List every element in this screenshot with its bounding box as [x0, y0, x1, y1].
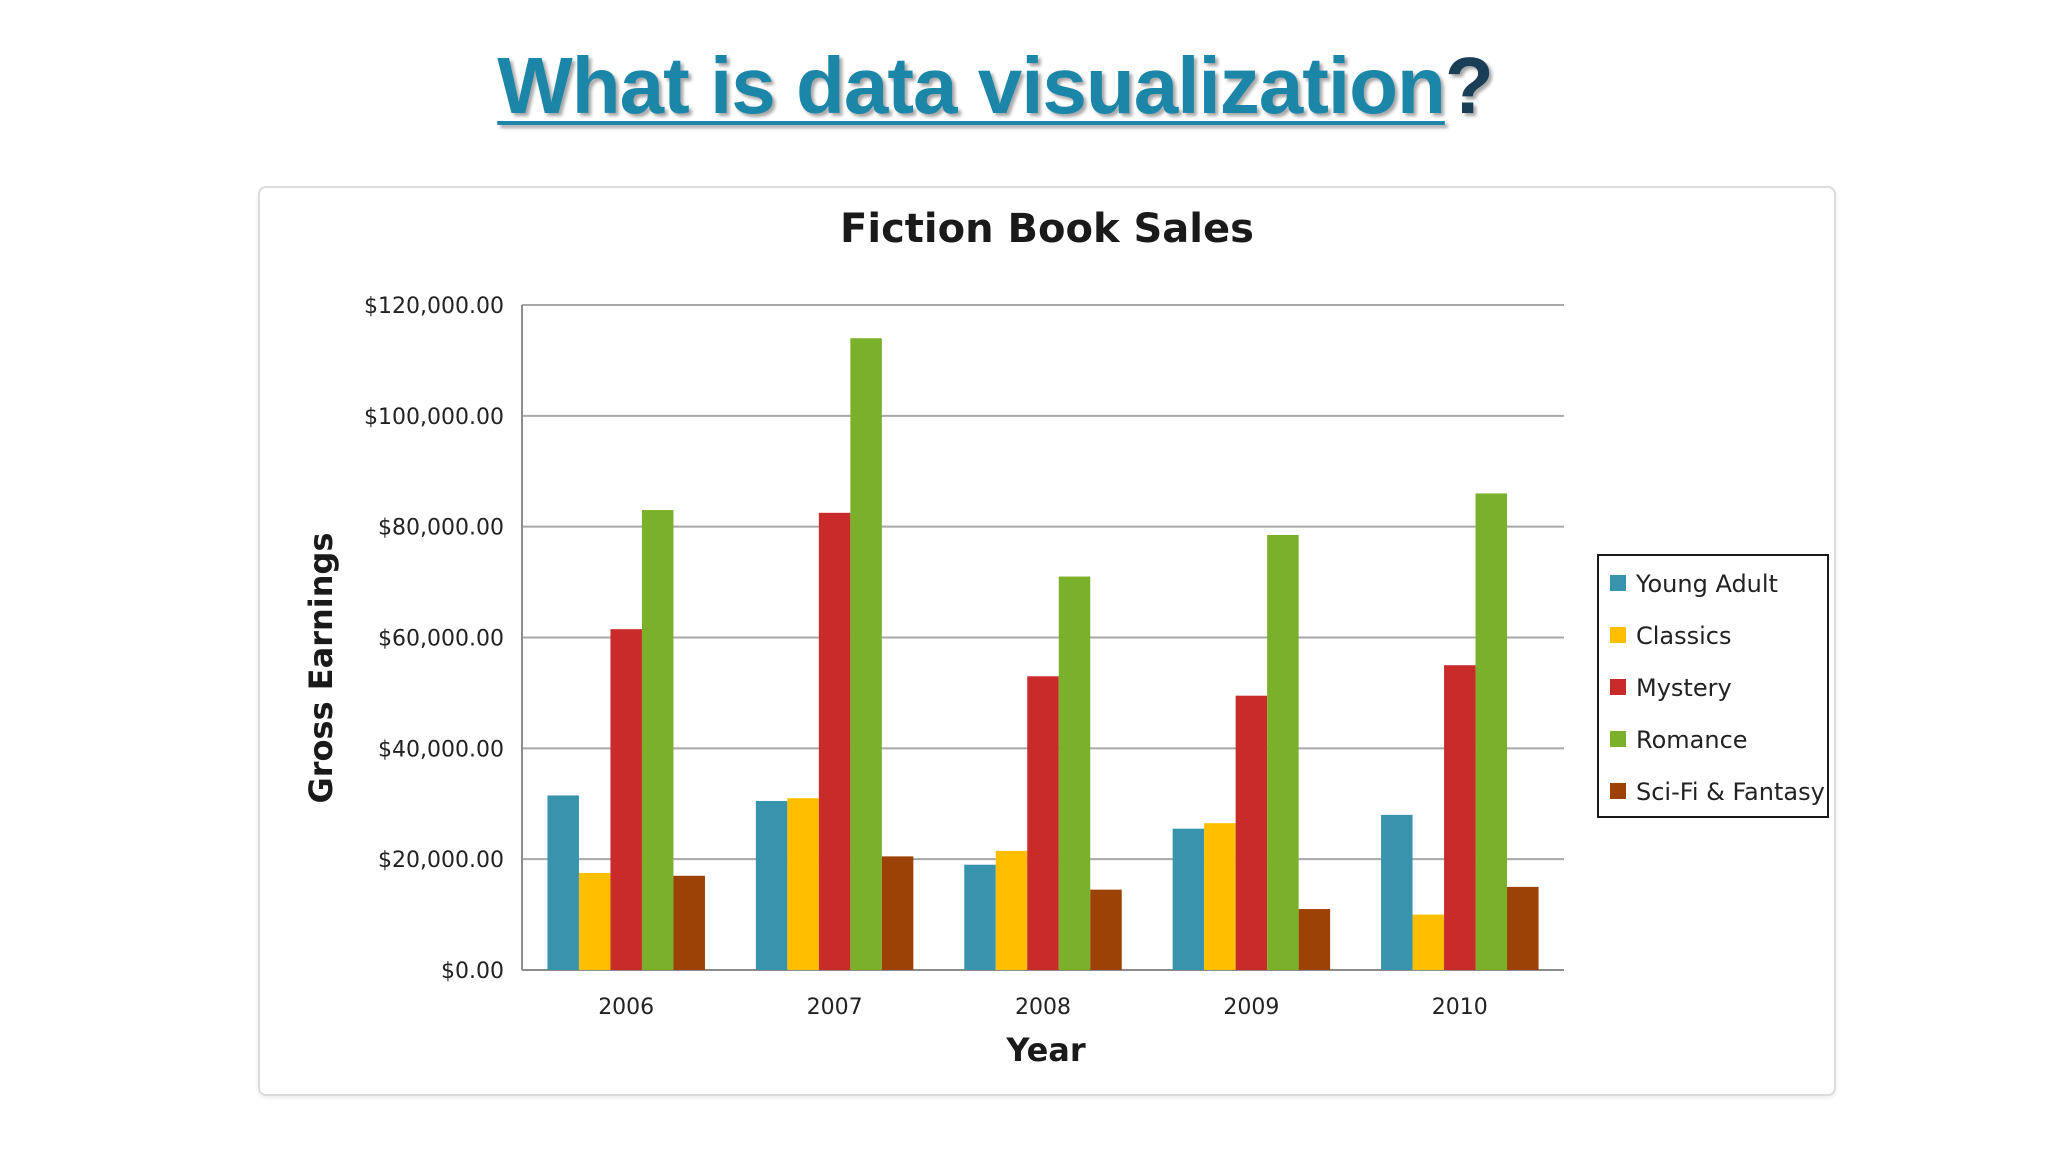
bar-mystery-2007 — [818, 512, 851, 970]
legend-swatch — [1610, 627, 1626, 643]
slide-title-link[interactable]: What is data visualization — [497, 41, 1446, 130]
bar-romance-2009 — [1267, 534, 1299, 970]
bar-sci-fi-fantasy-2007 — [881, 856, 914, 970]
bar-young-adult-2009 — [1172, 828, 1205, 970]
legend: Young Adult Classics Mystery Romance Sci-Fi … — [1597, 554, 1829, 818]
legend-label: Mystery — [1636, 674, 1732, 702]
x-tick-label: 2007 — [807, 995, 863, 1020]
y-axis-ticks: $0.00 $20,000.00 $40,000.00 $60,000.00 $80,0… — [364, 294, 504, 984]
bar-classics-2010 — [1412, 914, 1445, 970]
bar-classics-2009 — [1204, 823, 1236, 970]
chart-svg: Fiction Book Sales $0.00 $20,000.00 $40,00… — [302, 206, 1829, 1069]
legend-swatch — [1610, 679, 1626, 695]
legend-swatch — [1610, 783, 1626, 799]
y-tick-label: $120,000.00 — [364, 294, 504, 319]
x-tick-label: 2006 — [598, 995, 654, 1020]
y-tick-label: $80,000.00 — [378, 516, 504, 541]
x-tick-label: 2008 — [1015, 995, 1071, 1020]
bar-romance-2010 — [1475, 493, 1508, 970]
legend-box — [1597, 554, 1829, 818]
bar-romance-2006 — [641, 510, 674, 970]
x-axis-ticks: 2006 2007 2008 2009 2010 — [598, 995, 1488, 1020]
bar-sci-fi-fantasy-2006 — [673, 875, 705, 970]
x-axis-title: Year — [1005, 1031, 1086, 1069]
bar-young-adult-2008 — [964, 864, 996, 970]
y-tick-label: $20,000.00 — [378, 848, 504, 873]
slide-title-suffix: ? — [1444, 41, 1494, 130]
bar-young-adult-2007 — [755, 800, 788, 970]
chart-title: Fiction Book Sales — [840, 206, 1254, 252]
y-axis-title: Gross Earnings — [302, 533, 340, 804]
bar-romance-2007 — [850, 338, 882, 970]
bar-mystery-2006 — [610, 629, 642, 970]
bar-classics-2006 — [578, 873, 611, 970]
chart-card: Fiction Book Sales $0.00 $20,000.00 $40,00… — [258, 186, 1836, 1096]
bars — [547, 338, 1539, 970]
bar-romance-2008 — [1058, 576, 1091, 970]
bar-mystery-2009 — [1235, 695, 1268, 970]
bar-young-adult-2010 — [1381, 814, 1413, 970]
bar-mystery-2010 — [1444, 665, 1476, 970]
legend-swatch — [1610, 575, 1626, 591]
legend-label: Classics — [1636, 622, 1732, 650]
y-tick-label: $40,000.00 — [378, 737, 504, 762]
bar-sci-fi-fantasy-2010 — [1507, 886, 1539, 970]
y-tick-label: $100,000.00 — [364, 405, 504, 430]
legend-swatch — [1610, 731, 1626, 747]
legend-label: Sci-Fi & Fantasy — [1636, 778, 1825, 806]
y-tick-label: $0.00 — [441, 959, 504, 984]
bar-mystery-2008 — [1027, 676, 1059, 970]
y-tick-label: $60,000.00 — [378, 627, 504, 652]
bar-young-adult-2006 — [547, 795, 579, 970]
slide-title: What is data visualization? — [0, 40, 1990, 132]
bar-sci-fi-fantasy-2009 — [1298, 909, 1331, 970]
x-tick-label: 2009 — [1223, 995, 1279, 1020]
legend-label: Young Adult — [1635, 570, 1778, 598]
bar-sci-fi-fantasy-2008 — [1090, 889, 1122, 970]
bar-classics-2008 — [995, 850, 1028, 970]
legend-label: Romance — [1636, 726, 1748, 754]
bar-classics-2007 — [787, 798, 819, 970]
x-tick-label: 2010 — [1432, 995, 1488, 1020]
